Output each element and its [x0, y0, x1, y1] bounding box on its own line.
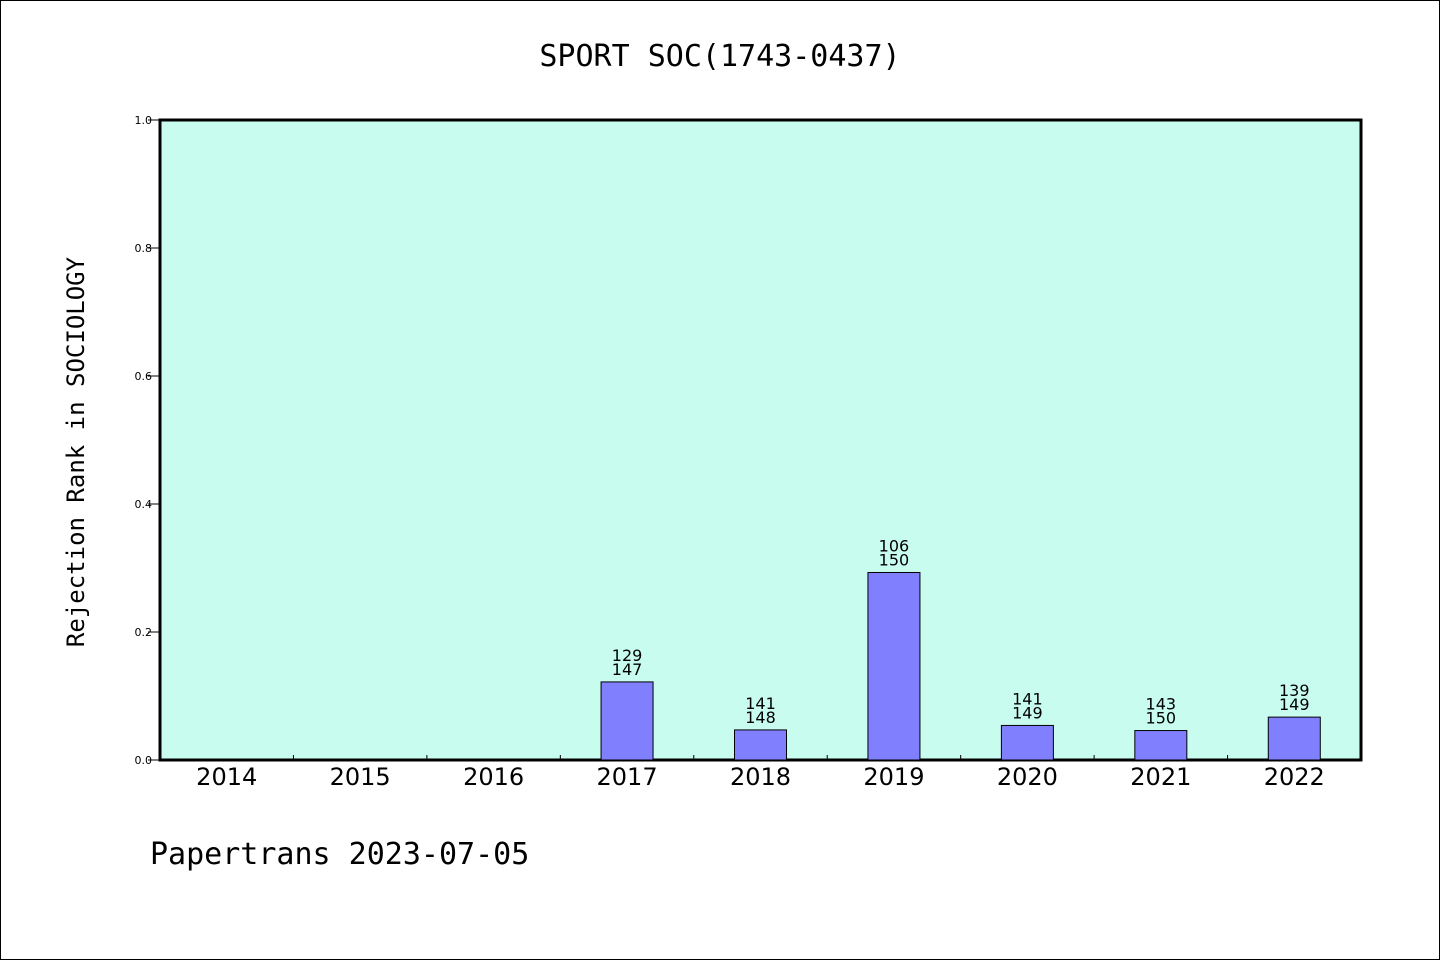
- y-tick-label: 0.4: [135, 498, 153, 511]
- bar-data-label: 149: [1279, 695, 1310, 714]
- bar-data-label: 148: [745, 708, 776, 727]
- bar: [1134, 730, 1188, 761]
- y-tick-label: 0.8: [135, 242, 153, 255]
- y-axis: 0.0 0.2 0.4 0.6 0.8 1.0: [135, 114, 160, 767]
- bar-data-label: 139: [1279, 681, 1310, 700]
- x-tick-label: 2014: [196, 763, 257, 791]
- bar-data-label: 129: [612, 646, 643, 665]
- x-tick-label: 2018: [730, 763, 791, 791]
- y-tick-label: 0.2: [135, 626, 153, 639]
- x-axis: 2014 2015 2016 2017 2018 2019 2020 2021 2022: [196, 755, 1325, 791]
- bar: [1267, 716, 1321, 761]
- x-tick-label: 2016: [463, 763, 524, 791]
- bar-data-label: 149: [1012, 703, 1043, 722]
- bar: [734, 729, 787, 761]
- bar: [867, 571, 921, 761]
- bar: [1000, 724, 1054, 761]
- x-tick-label: 2015: [330, 763, 391, 791]
- y-tick-label: 0.6: [135, 370, 153, 383]
- bar-data-label: 150: [1146, 709, 1177, 728]
- x-tick-label: 2019: [863, 763, 924, 791]
- x-tick-label: 2022: [1264, 763, 1325, 791]
- x-tick-label: 2017: [597, 763, 658, 791]
- bar-series: [600, 571, 1321, 761]
- bar-data-label: 147: [612, 660, 643, 679]
- bar-data-label: 150: [879, 550, 910, 569]
- footer-credit: Papertrans 2023-07-05: [150, 837, 529, 872]
- bar-data-label: 141: [745, 694, 776, 713]
- y-tick-label: 1.0: [135, 114, 153, 127]
- bar-data-label: 106: [879, 536, 910, 555]
- x-tick-label: 2021: [1130, 763, 1191, 791]
- x-tick-label: 2020: [997, 763, 1058, 791]
- y-tick-label: 0.0: [135, 754, 153, 767]
- plot-area: [158, 118, 1363, 762]
- bar-data-label: 141: [1012, 689, 1043, 708]
- bar: [600, 681, 654, 761]
- bar-data-label: 143: [1146, 695, 1177, 714]
- y-axis-label: Rejection Rank in SOCIOLOGY: [62, 256, 90, 647]
- chart-title: SPORT SOC(1743-0437): [539, 39, 900, 74]
